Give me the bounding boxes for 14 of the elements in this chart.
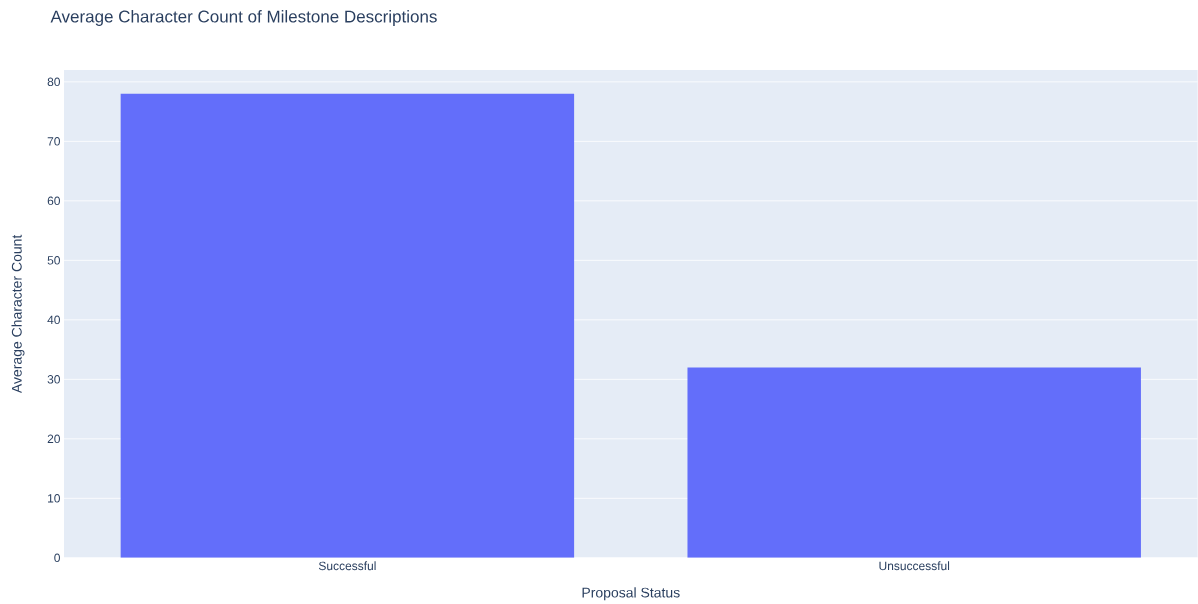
x-tick-label: Successful <box>318 561 376 571</box>
y-tick-label: 80 <box>47 77 60 87</box>
y-axis-title: Average Character Count <box>11 234 25 394</box>
y-tick-label: 50 <box>47 256 60 265</box>
y-tick-label: 60 <box>47 196 60 206</box>
x-tick-label: Unsuccessful <box>879 561 950 571</box>
x-axis-title: Proposal Status <box>582 587 680 601</box>
chart-title: Average Character Count of Milestone Descriptions <box>50 10 437 27</box>
y-tick-label: 0 <box>54 553 60 563</box>
y-tick-label: 10 <box>48 494 60 503</box>
y-tick-label: 20 <box>47 434 60 444</box>
y-tick-label: 30 <box>47 375 60 384</box>
y-tick-label: 40 <box>47 315 60 325</box>
y-tick-label: 70 <box>47 137 60 146</box>
